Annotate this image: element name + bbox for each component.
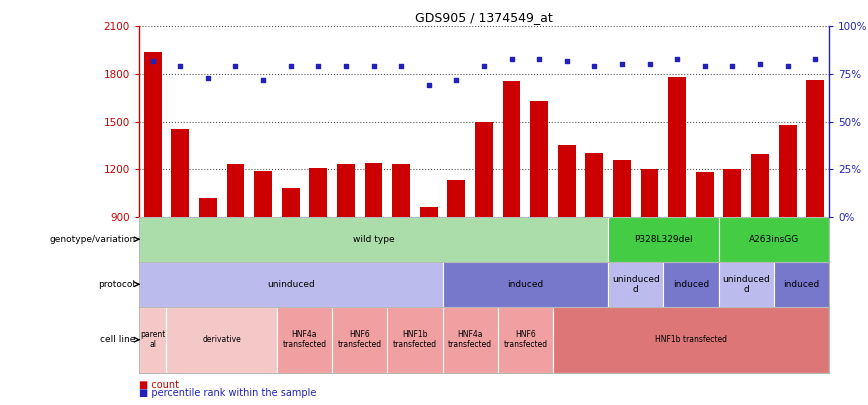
Bar — [608, 217, 719, 262]
Point — [588, 63, 602, 70]
Bar — [332, 307, 387, 373]
Point — [394, 63, 408, 70]
Point — [174, 63, 187, 70]
Bar — [309, 168, 327, 217]
Bar — [585, 153, 603, 217]
Bar — [443, 262, 608, 307]
Point — [422, 82, 436, 89]
Point — [615, 61, 628, 68]
Bar — [751, 154, 769, 217]
Bar — [719, 217, 829, 262]
Bar — [475, 122, 493, 217]
Bar — [719, 262, 773, 307]
Bar — [277, 307, 332, 373]
Point — [339, 63, 352, 70]
Bar — [497, 307, 553, 373]
Bar — [503, 81, 521, 217]
Text: HNF4a
transfected: HNF4a transfected — [282, 330, 326, 350]
Bar — [723, 169, 741, 217]
Point — [477, 63, 491, 70]
Bar — [641, 169, 659, 217]
Bar — [337, 164, 355, 217]
Bar — [696, 173, 713, 217]
Bar — [392, 164, 410, 217]
Point — [201, 75, 215, 81]
Point — [780, 63, 794, 70]
Bar — [420, 207, 437, 217]
Text: uninduced
d: uninduced d — [722, 275, 770, 294]
Bar — [139, 217, 608, 262]
Text: cell line: cell line — [100, 335, 135, 344]
Text: parent
al: parent al — [140, 330, 166, 350]
Point — [560, 58, 574, 64]
Text: HNF4a
transfected: HNF4a transfected — [448, 330, 492, 350]
Text: protocol: protocol — [98, 280, 135, 289]
Point — [366, 63, 380, 70]
Text: induced: induced — [783, 280, 819, 289]
Bar — [199, 198, 217, 217]
Bar — [227, 164, 245, 217]
Point — [642, 61, 656, 68]
Bar — [608, 262, 663, 307]
Point — [284, 63, 298, 70]
Text: HNF1b transfected: HNF1b transfected — [655, 335, 727, 344]
Point — [808, 55, 822, 62]
Text: HNF6
transfected: HNF6 transfected — [503, 330, 548, 350]
Point — [726, 63, 740, 70]
Text: induced: induced — [673, 280, 709, 289]
Title: GDS905 / 1374549_at: GDS905 / 1374549_at — [415, 11, 553, 24]
Point — [504, 55, 518, 62]
Bar — [254, 171, 272, 217]
Point — [256, 77, 270, 83]
Bar — [779, 125, 797, 217]
Text: ■ count: ■ count — [139, 380, 179, 390]
Text: ■ percentile rank within the sample: ■ percentile rank within the sample — [139, 388, 316, 398]
Bar — [365, 163, 383, 217]
Bar — [668, 77, 686, 217]
Point — [670, 55, 684, 62]
Text: uninduced: uninduced — [266, 280, 314, 289]
Text: wild type: wild type — [352, 235, 394, 244]
Bar — [167, 307, 277, 373]
Point — [228, 63, 242, 70]
Bar — [553, 307, 829, 373]
Text: induced: induced — [507, 280, 543, 289]
Bar — [144, 52, 161, 217]
Point — [146, 58, 160, 64]
Point — [450, 77, 464, 83]
Bar — [558, 145, 575, 217]
Bar — [773, 262, 829, 307]
Text: P328L329del: P328L329del — [634, 235, 693, 244]
Text: HNF1b
transfected: HNF1b transfected — [393, 330, 437, 350]
Point — [753, 61, 767, 68]
Text: genotype/variation: genotype/variation — [49, 235, 135, 244]
Bar — [443, 307, 497, 373]
Bar — [447, 180, 465, 217]
Bar — [282, 188, 299, 217]
Text: HNF6
transfected: HNF6 transfected — [338, 330, 382, 350]
Text: derivative: derivative — [202, 335, 241, 344]
Bar — [387, 307, 443, 373]
Bar — [139, 262, 443, 307]
Bar — [806, 80, 824, 217]
Bar — [530, 101, 548, 217]
Text: A263insGG: A263insGG — [748, 235, 799, 244]
Bar — [663, 262, 719, 307]
Point — [698, 63, 712, 70]
Bar — [139, 307, 167, 373]
Bar — [171, 130, 189, 217]
Bar — [613, 160, 631, 217]
Text: uninduced
d: uninduced d — [612, 275, 660, 294]
Point — [312, 63, 326, 70]
Point — [532, 55, 546, 62]
